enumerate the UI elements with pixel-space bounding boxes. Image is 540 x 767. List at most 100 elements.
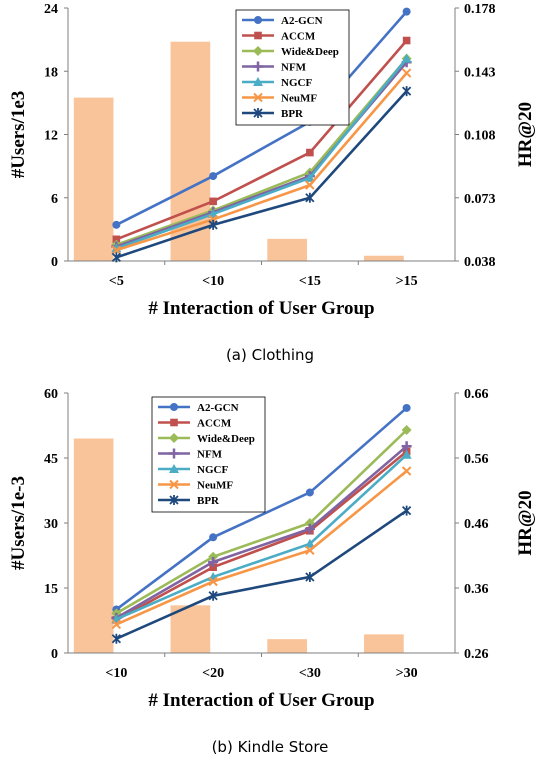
marker-star <box>401 86 412 97</box>
series-line <box>115 450 408 621</box>
legend-label: NGCF <box>281 77 312 89</box>
marker-x <box>305 180 315 190</box>
series-line <box>115 469 408 626</box>
series-line <box>115 429 408 615</box>
legend-label: NFM <box>281 62 307 74</box>
x-tick-label: <10 <box>202 274 224 289</box>
marker-x <box>253 92 263 103</box>
series-line <box>115 39 408 241</box>
marker-triangle <box>304 538 315 548</box>
x-tick-label: <30 <box>299 666 321 681</box>
marker-star <box>305 192 315 203</box>
caption: (b) Kindle Store <box>212 738 329 756</box>
series-line <box>115 57 408 246</box>
right-tick-label: 0.36 <box>464 582 489 597</box>
legend: A2-GCN ACCM Wide&Deep NFM NGCF NeuMF BPR <box>235 9 350 126</box>
marker-x <box>401 68 412 78</box>
series-a2-gcn <box>112 403 411 614</box>
marker-x <box>208 576 218 587</box>
left-axis-title: #Users/1e-3 <box>8 476 29 570</box>
bar <box>267 238 307 261</box>
legend-item: NFM <box>242 61 307 74</box>
series-line <box>115 72 408 252</box>
left-axis-title: #Users/1e3 <box>8 91 29 179</box>
marker-cross <box>208 557 219 567</box>
marker-square <box>170 418 178 427</box>
marker-star <box>169 495 179 505</box>
marker-square <box>254 31 262 40</box>
marker-triangle <box>401 53 412 63</box>
marker-circle <box>112 220 121 229</box>
bar <box>364 634 404 653</box>
legend-item: NeuMF <box>158 480 233 492</box>
marker-circle <box>402 403 411 412</box>
legend-item: Wide&Deep <box>242 46 339 58</box>
marker-cross <box>253 61 263 72</box>
x-tick-label: >15 <box>396 274 418 289</box>
left-tick-label: 18 <box>44 65 58 80</box>
marker-diamond <box>253 46 263 56</box>
bar <box>267 639 307 653</box>
legend-item: BPR <box>242 108 304 120</box>
legend-item: ACCM <box>158 418 232 430</box>
legend-item: NeuMF <box>242 93 317 105</box>
legend-label: Wide&Deep <box>197 433 255 445</box>
marker-x <box>111 245 122 255</box>
legend-label: A2-GCN <box>197 402 239 414</box>
left-tick-label: 30 <box>44 517 58 532</box>
marker-circle <box>209 172 218 181</box>
marker-cross <box>169 448 179 459</box>
marker-square <box>209 197 217 206</box>
right-axis-title: HR@20 <box>515 490 536 555</box>
marker-cross <box>304 523 315 534</box>
legend-label: BPR <box>281 108 304 120</box>
series-neumf <box>111 68 412 255</box>
left-tick-label: 60 <box>44 387 58 402</box>
marker-square <box>306 148 314 157</box>
series-line <box>115 406 408 611</box>
left-tick-label: 12 <box>44 129 58 144</box>
marker-star <box>111 633 122 644</box>
legend-label: NGCF <box>197 464 228 476</box>
right-tick-label: 0.46 <box>464 517 489 532</box>
right-axis-title: HR@20 <box>515 102 536 167</box>
marker-x <box>401 466 412 476</box>
marker-circle <box>402 7 411 16</box>
series-line <box>115 509 408 640</box>
caption: (a) Clothing <box>226 346 314 364</box>
x-axis-title: # Interaction of User Group <box>148 690 374 711</box>
legend-label: Wide&Deep <box>281 46 339 58</box>
marker-circle <box>305 488 314 497</box>
left-tick-label: 24 <box>44 2 58 17</box>
right-tick-label: 0.038 <box>464 255 496 270</box>
x-tick-label: <15 <box>299 274 321 289</box>
marker-circle <box>170 403 178 411</box>
marker-circle <box>209 533 218 542</box>
series-line <box>115 445 408 620</box>
left-tick-label: 45 <box>44 452 58 467</box>
marker-diamond <box>401 425 412 436</box>
marker-star <box>305 571 315 582</box>
series-line <box>115 10 408 227</box>
series-bpr <box>111 505 412 644</box>
legend-label: ACCM <box>197 418 232 430</box>
marker-star <box>253 108 263 118</box>
right-tick-label: 0.26 <box>464 647 489 662</box>
marker-star <box>208 590 218 601</box>
right-tick-label: 0.66 <box>464 387 489 402</box>
series-line <box>115 57 408 250</box>
marker-diamond <box>208 551 219 562</box>
legend: A2-GCN ACCM Wide&Deep NFM NGCF NeuMF BPR <box>151 396 266 513</box>
series-line <box>115 90 408 259</box>
legend-label: NFM <box>197 449 223 461</box>
left-tick-label: 0 <box>51 255 58 270</box>
marker-x <box>169 479 179 490</box>
bar <box>170 605 211 653</box>
marker-diamond <box>169 433 179 443</box>
legend-item: A2-GCN <box>242 15 323 27</box>
legend-label: NeuMF <box>197 480 233 492</box>
legend-label: NeuMF <box>281 93 317 105</box>
right-tick-label: 0.108 <box>464 129 496 144</box>
x-tick-label: <5 <box>109 274 124 289</box>
marker-triangle <box>169 464 179 473</box>
